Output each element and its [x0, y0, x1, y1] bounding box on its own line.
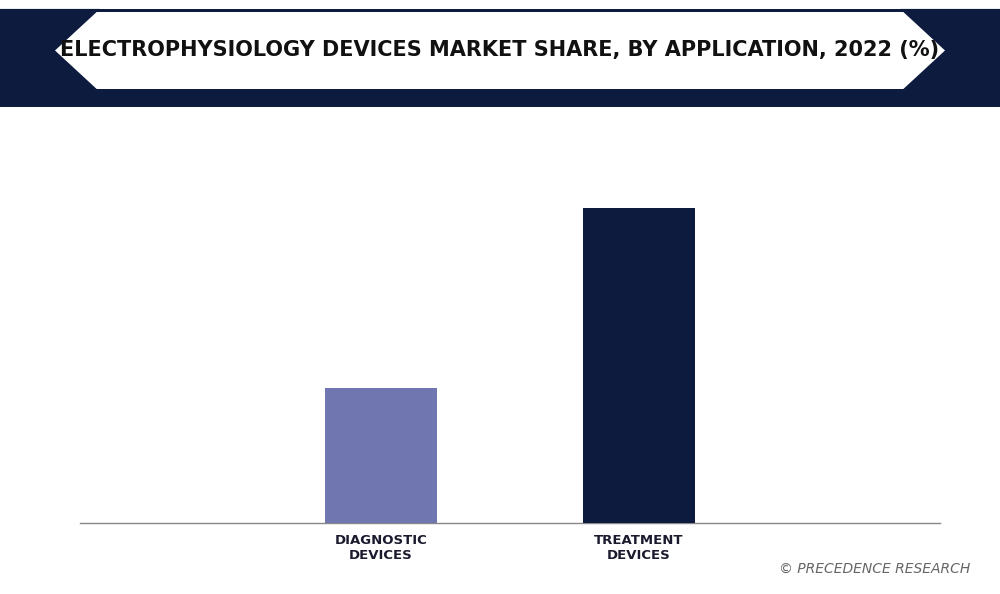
Bar: [583, 208, 695, 523]
Text: © PRECEDENCE RESEARCH: © PRECEDENCE RESEARCH: [779, 562, 970, 576]
Text: ELECTROPHYSIOLOGY DEVICES MARKET SHARE, BY APPLICATION, 2022 (%): ELECTROPHYSIOLOGY DEVICES MARKET SHARE, …: [60, 40, 940, 61]
Bar: [325, 388, 437, 523]
